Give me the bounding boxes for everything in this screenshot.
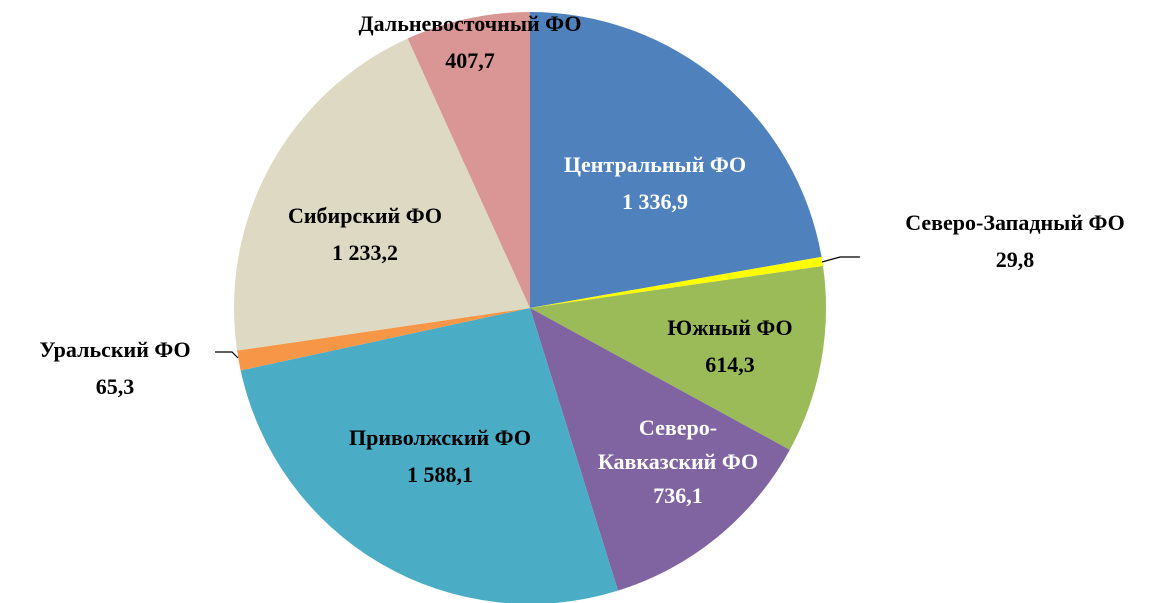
pie-slice: [234, 38, 530, 351]
slice-label: Уральский ФО: [39, 337, 190, 362]
slice-label: Дальневосточный ФО: [359, 11, 582, 36]
pie-slice: [530, 12, 822, 308]
slice-label: Южный ФО: [667, 315, 792, 340]
value-label: 736,1: [653, 483, 703, 508]
pie-slice: [530, 308, 790, 591]
pie-slice: [240, 308, 618, 603]
label-line: Кавказский ФО: [598, 449, 758, 474]
value-label: 614,3: [705, 352, 755, 377]
slice-label: Северо- Кавказский ФО: [598, 415, 758, 474]
value-label: 29,8: [996, 247, 1035, 272]
pie-slice: [530, 266, 826, 450]
value-label: 65,3: [96, 374, 135, 399]
leader-line: [821, 256, 860, 263]
slice-label: Приволжский ФО: [349, 425, 531, 450]
slice-label: Центральный ФО: [564, 152, 746, 177]
leader-line: [215, 351, 239, 359]
value-label: 1 233,2: [332, 240, 398, 265]
pie-slice: [237, 308, 530, 371]
value-label: 1 336,9: [622, 189, 688, 214]
pie-slice: [407, 12, 530, 308]
slice-label: Северо-Западный ФО: [905, 210, 1125, 235]
label-line: Северо-: [639, 415, 717, 440]
value-label: 407,7: [445, 48, 495, 73]
pie-slice: [530, 256, 824, 308]
value-label: 1 588,1: [407, 462, 473, 487]
slice-label: Сибирский ФО: [288, 203, 442, 228]
